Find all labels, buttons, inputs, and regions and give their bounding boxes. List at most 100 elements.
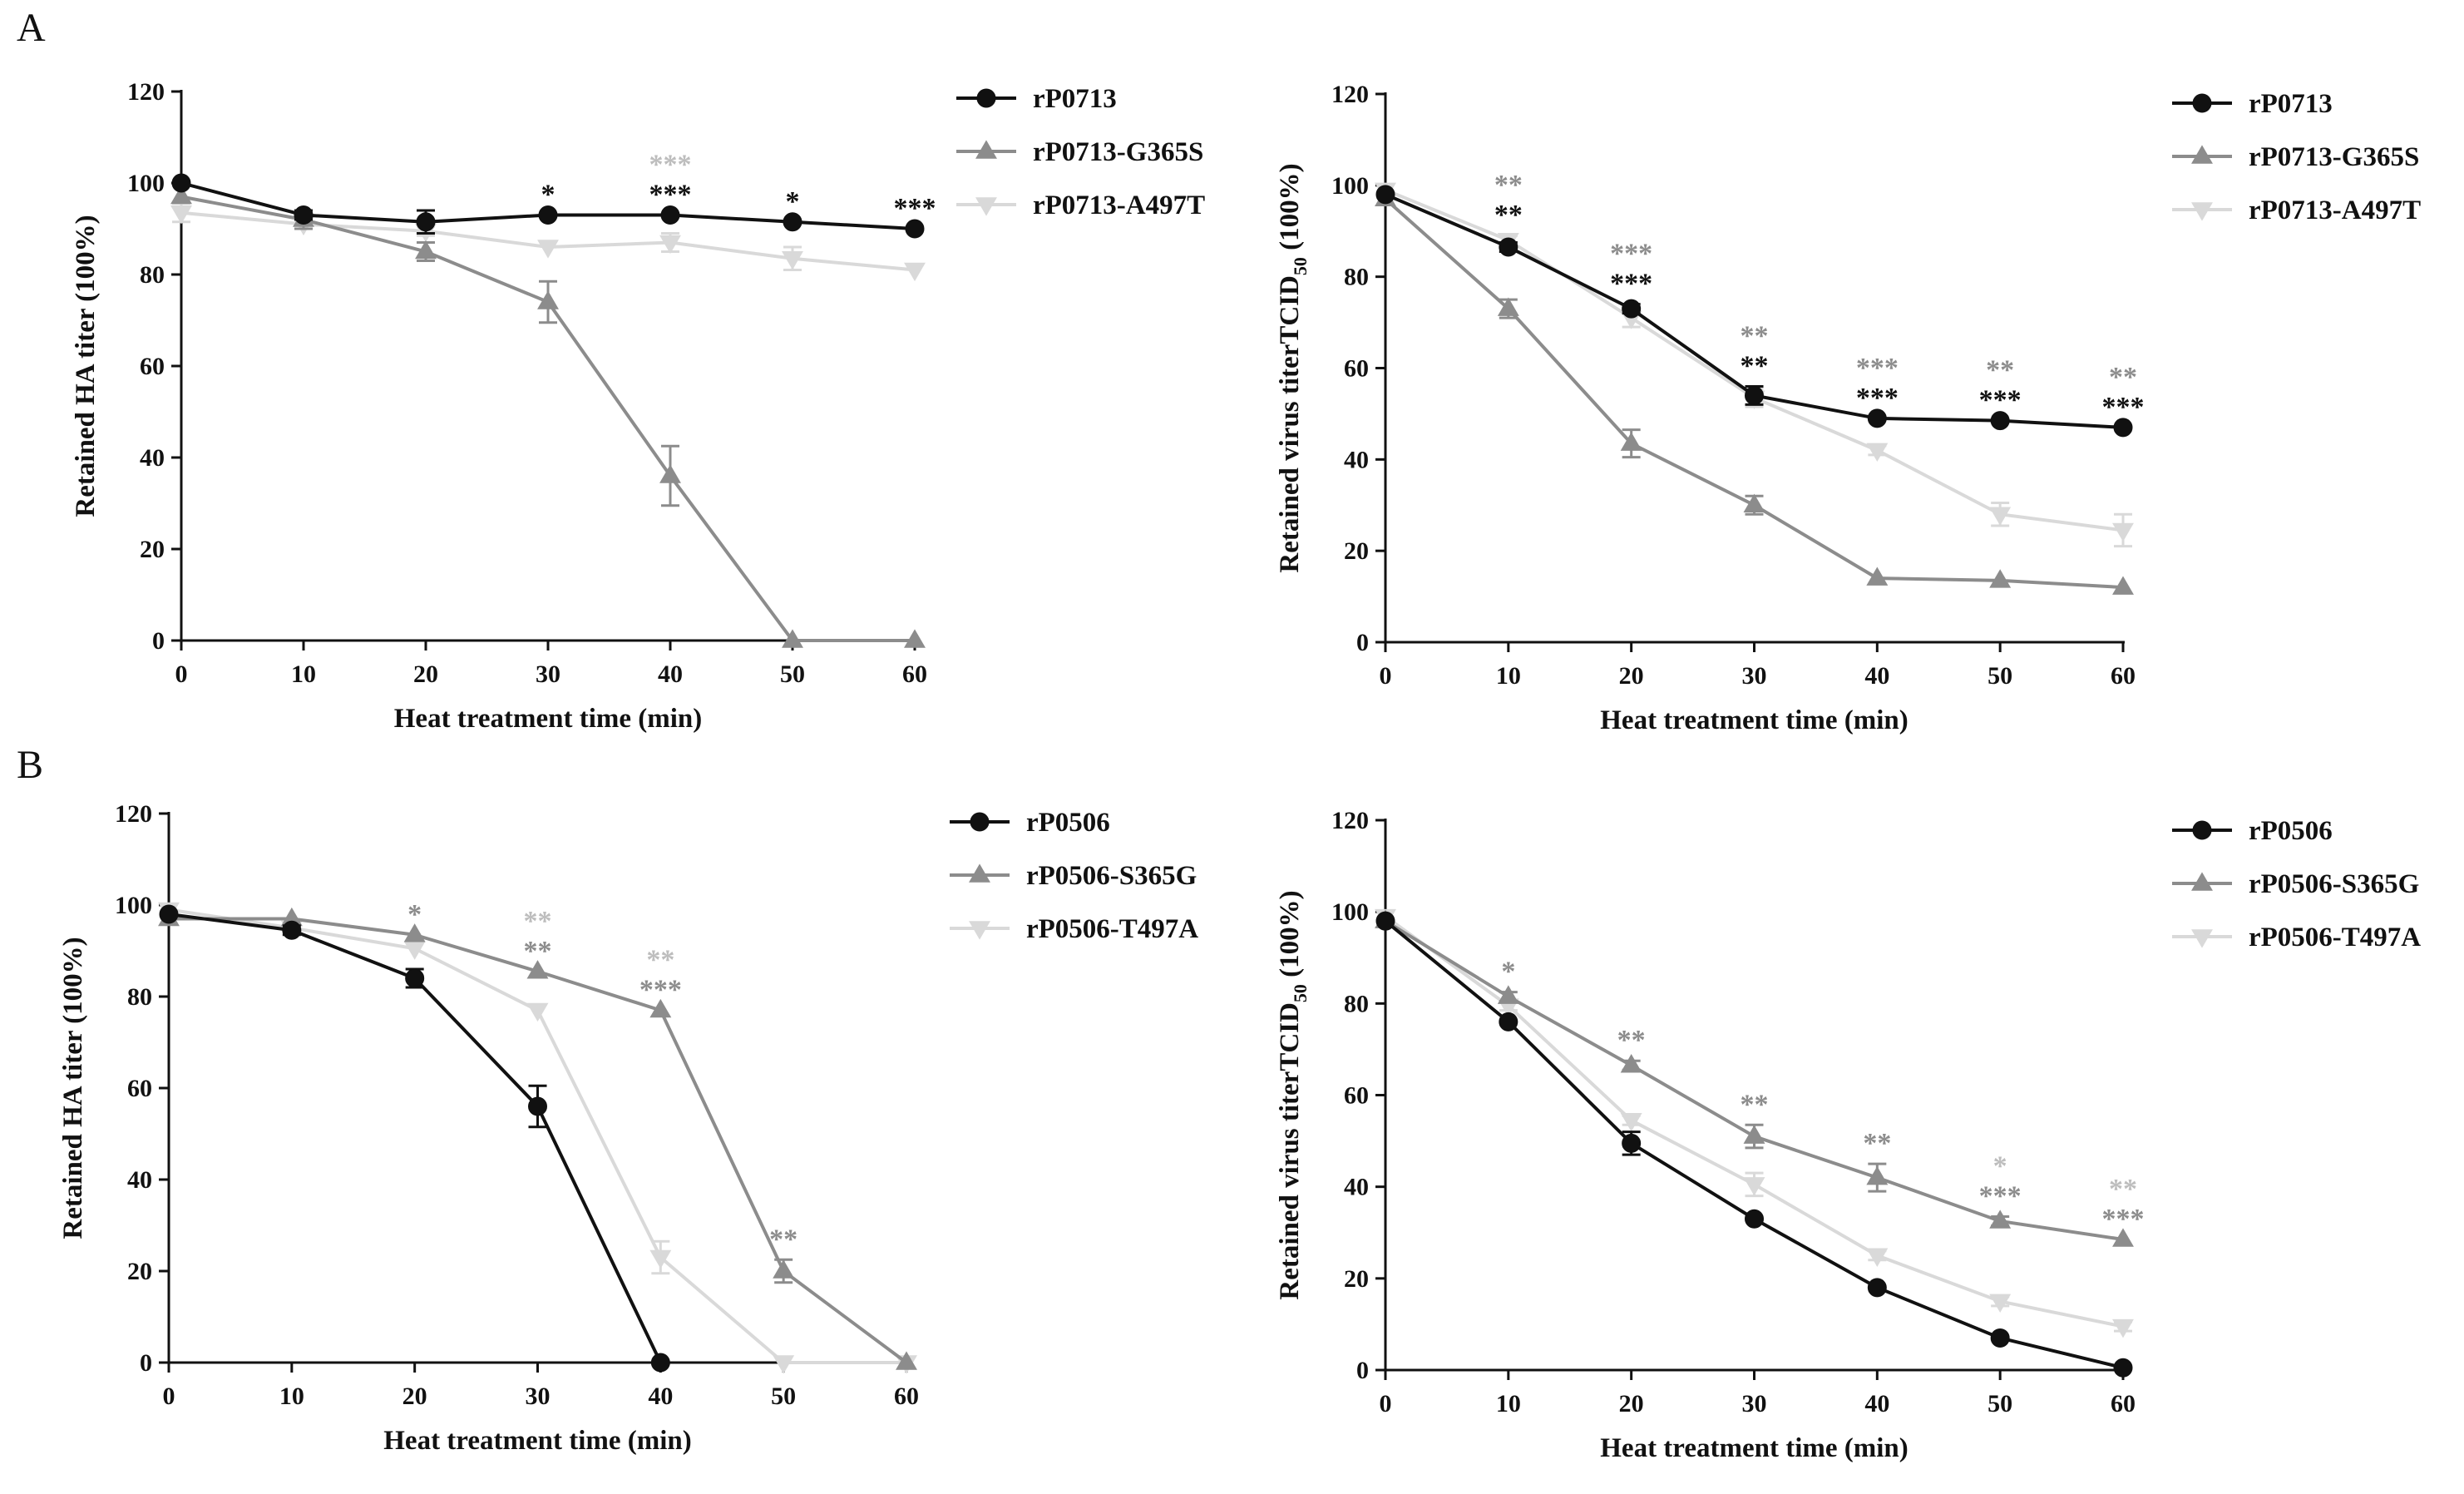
significance-label: *** — [2102, 392, 2145, 423]
y-axis-label: Retained HA titer (100%) — [58, 937, 88, 1239]
legend-item-2: rP0713-A497T — [956, 190, 1205, 220]
significance-label: ** — [1863, 1128, 1891, 1159]
significance-label: *** — [649, 150, 692, 181]
data-point — [415, 240, 437, 260]
significance-label: ** — [1986, 355, 2014, 386]
significance-label: ** — [1741, 320, 1769, 351]
series-line — [169, 917, 908, 1364]
y-tick-label: 120 — [127, 78, 165, 106]
x-tick-label: 50 — [780, 660, 805, 688]
y-tick-label: 40 — [127, 1166, 152, 1194]
x-tick-label: 50 — [1987, 1390, 2012, 1417]
x-tick-label: 10 — [1496, 662, 1521, 690]
significance-label: ** — [1494, 170, 1523, 200]
legend-item-1: rP0713-G365S — [2172, 142, 2419, 172]
significance-label: *** — [1979, 385, 2022, 416]
data-point — [904, 629, 926, 648]
chart-4: 0 20 40 60 80 100 120 0 10 20 30 40 50 60 Heat treatme… — [1275, 807, 2421, 1463]
data-point — [538, 205, 558, 225]
legend-item-2: rP0713-A497T — [2172, 195, 2421, 225]
data-point — [2112, 576, 2134, 595]
x-tick-label: 30 — [536, 660, 560, 688]
y-axis-label: Retained HA titer (100%) — [71, 215, 101, 517]
significance-label: * — [1993, 1150, 2007, 1181]
data-point — [1743, 493, 1765, 512]
y-tick-label: 60 — [127, 1075, 152, 1102]
data-point — [1867, 1278, 1887, 1298]
legend-marker — [969, 863, 990, 883]
data-point — [159, 904, 179, 924]
series-0 — [159, 904, 670, 1373]
legend-label: rP0713-A497T — [2249, 195, 2421, 225]
x-tick-label: 30 — [1742, 662, 1767, 690]
significance-label: ** — [1741, 350, 1769, 381]
data-point — [528, 1096, 547, 1116]
data-point — [1866, 566, 1889, 586]
data-point — [905, 219, 925, 239]
y-tick-label: 40 — [1344, 1174, 1369, 1201]
data-point — [1745, 1209, 1764, 1229]
data-point — [659, 464, 681, 483]
data-point — [649, 998, 672, 1018]
data-point — [2113, 1358, 2133, 1378]
legend-label: rP0506-S365G — [1026, 861, 1197, 891]
y-tick-label: 100 — [1331, 172, 1369, 200]
legend-marker — [2191, 202, 2213, 221]
y-tick-label: 120 — [115, 800, 152, 828]
data-point — [2112, 1228, 2134, 1247]
x-tick-label: 40 — [648, 1383, 673, 1410]
significance-label: *** — [649, 180, 692, 210]
x-tick-label: 10 — [1496, 1390, 1521, 1417]
y-tick-label: 100 — [1331, 898, 1369, 926]
x-tick-label: 60 — [902, 660, 927, 688]
data-point — [2113, 418, 2133, 438]
legend-item-0: rP0713 — [956, 84, 1117, 114]
x-tick-label: 0 — [175, 660, 188, 688]
chart-3: 0 20 40 60 80 100 120 0 10 20 30 40 50 60 Heat treatme… — [58, 800, 1198, 1456]
data-point — [1867, 408, 1887, 428]
series-line — [180, 195, 915, 642]
x-tick-label: 40 — [658, 660, 683, 688]
data-point — [1622, 299, 1642, 319]
data-point — [537, 290, 559, 309]
series-2 — [1375, 908, 2134, 1338]
x-tick-label: 60 — [2111, 1390, 2136, 1417]
data-point — [782, 629, 803, 648]
significance-label: ** — [1741, 1089, 1769, 1120]
x-tick-label: 20 — [402, 1383, 427, 1410]
significance-label: *** — [1610, 239, 1652, 270]
chart-2: 0 20 40 60 80 100 120 0 10 20 30 40 50 60 Heat treatme… — [1275, 81, 2421, 735]
y-tick-label: 0 — [1356, 629, 1369, 656]
significance-label: ** — [769, 1224, 797, 1254]
x-tick-label: 20 — [1619, 662, 1644, 690]
legend-label: rP0713-G365S — [2249, 142, 2419, 172]
significance-label: ** — [1617, 1025, 1646, 1056]
data-point — [1866, 1166, 1889, 1185]
legend-marker — [976, 88, 996, 108]
significance-label: *** — [1856, 353, 1899, 383]
data-point — [403, 923, 426, 942]
x-tick-label: 60 — [894, 1383, 919, 1410]
data-point — [1989, 1210, 2012, 1229]
legend-marker — [970, 812, 990, 832]
data-point — [1622, 1133, 1642, 1153]
y-tick-label: 120 — [1331, 81, 1369, 108]
y-tick-label: 120 — [1331, 807, 1369, 834]
y-axis-label: Retained virus titerTCID50 (100%) — [1275, 163, 1311, 572]
x-axis-label: Heat treatment time (min) — [1600, 705, 1908, 735]
significance-label: ** — [524, 906, 552, 937]
legend-item-0: rP0713 — [2172, 89, 2333, 119]
series-1 — [158, 907, 917, 1370]
y-tick-label: 60 — [140, 353, 165, 380]
legend-label: rP0506-T497A — [1026, 914, 1198, 944]
y-tick-label: 40 — [1344, 446, 1369, 473]
data-point — [1375, 911, 1395, 931]
x-tick-label: 50 — [1987, 662, 2012, 690]
data-point — [660, 205, 680, 225]
data-point — [783, 212, 802, 232]
y-tick-label: 0 — [152, 627, 165, 655]
y-tick-label: 80 — [1344, 264, 1369, 291]
legend-item-2: rP0506-T497A — [950, 914, 1198, 944]
significance-label: ** — [1494, 200, 1523, 230]
